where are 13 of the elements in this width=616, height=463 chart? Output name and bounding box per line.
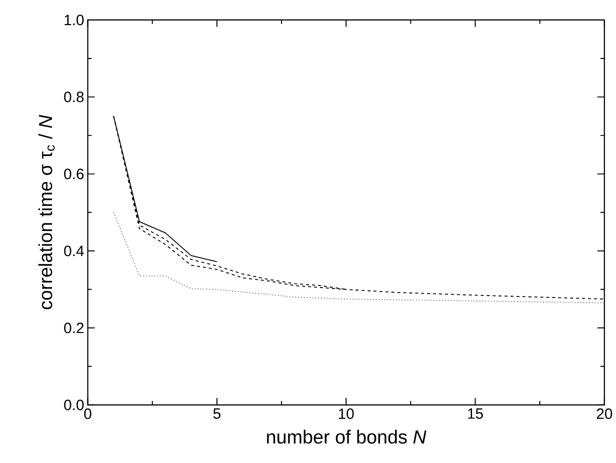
y-tick-label: 0.4 [64,246,84,256]
y-tick-label: 0.8 [64,92,84,102]
x-tick-label: 0 [84,408,92,420]
y-tick-label: 0.2 [64,322,84,334]
x-tick-label: 10 [338,408,354,420]
y-tick-label: 1.0 [64,14,84,26]
y-axis-title: correlation time σ τ$_{c}$ / N [38,114,55,310]
y-tick-label: 0.6 [64,168,84,180]
x-tick-label: 20 [596,408,612,420]
x-tick-label: 15 [468,408,483,419]
x-tick-label: 5 [213,408,220,419]
x-axis-title: number of bonds N [267,430,426,444]
y-tick-label: 0.0 [64,400,84,410]
